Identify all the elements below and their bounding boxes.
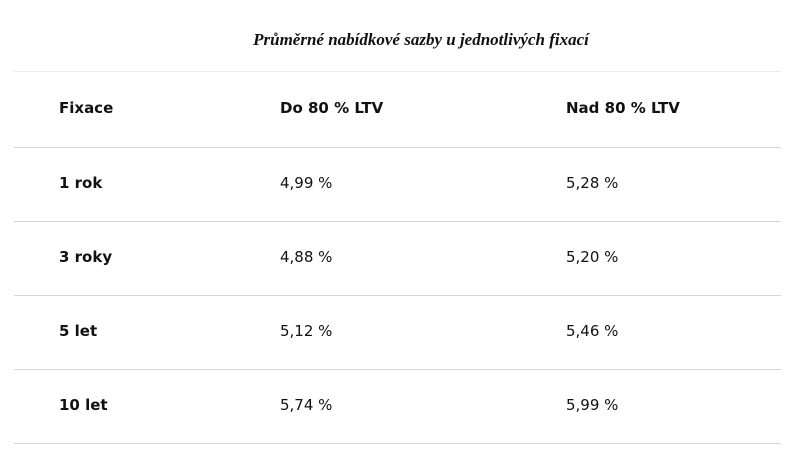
divider [14,221,781,222]
divider [14,295,781,296]
row-label: 1 rok [59,174,103,192]
row-label: 5 let [59,322,98,340]
divider [14,369,781,370]
divider [14,147,781,148]
divider [14,443,781,444]
header-cell: Do 80 % LTV [280,99,384,117]
rate-cell: 5,99 % [566,396,619,414]
rate-cell: 5,20 % [566,248,619,266]
rate-cell: 5,12 % [280,322,333,340]
header-cell: Nad 80 % LTV [566,99,680,117]
rate-cell: 5,74 % [280,396,333,414]
row-label: 3 roky [59,248,113,266]
rate-cell: 5,28 % [566,174,619,192]
rate-cell: 4,99 % [280,174,333,192]
divider [14,71,781,72]
row-label: 10 let [59,396,108,414]
header-cell: Fixace [59,99,114,117]
table-title: Průměrné nabídkové sazby u jednotlivých … [253,30,589,49]
rate-cell: 5,46 % [566,322,619,340]
rate-cell: 4,88 % [280,248,333,266]
